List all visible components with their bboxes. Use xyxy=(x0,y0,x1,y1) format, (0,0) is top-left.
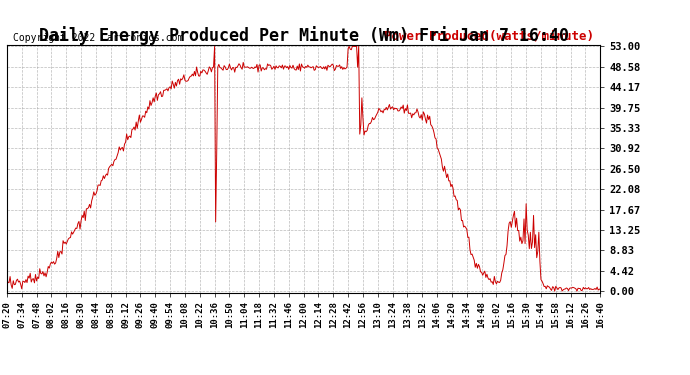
Text: Copyright 2022 Cartronics.com: Copyright 2022 Cartronics.com xyxy=(13,33,184,42)
Text: Power Produced(watts/minute): Power Produced(watts/minute) xyxy=(384,30,594,42)
Title: Daily Energy Produced Per Minute (Wm) Fri Jan 7 16:40: Daily Energy Produced Per Minute (Wm) Fr… xyxy=(39,26,569,45)
